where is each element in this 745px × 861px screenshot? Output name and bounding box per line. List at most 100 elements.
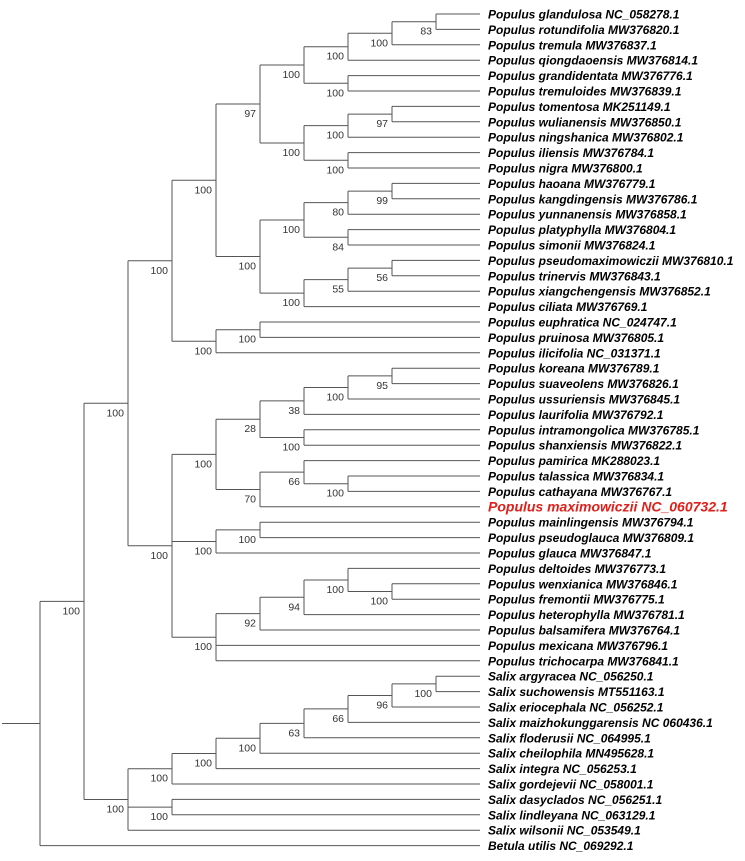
support-value: 100 <box>282 69 300 81</box>
support-value: 100 <box>282 442 300 454</box>
support-values: 83 100 100 100 100 97 100 100 100 97 99 80 84 100 56 55… <box>62 26 432 823</box>
taxon-label-populus-platyphylla-mw376804-1: Populus platyphylla MW376804.1 <box>488 223 676 237</box>
taxon-label-populus-tremuloides-mw376839-1: Populus tremuloides MW376839.1 <box>488 85 682 99</box>
taxon-label-populus-grandidentata-mw376776-1: Populus grandidentata MW376776.1 <box>488 69 693 83</box>
support-value: 100 <box>282 297 300 309</box>
support-value: 84 <box>332 241 344 253</box>
support-value: 100 <box>326 488 344 500</box>
support-value: 100 <box>326 164 344 176</box>
support-value: 97 <box>244 108 256 120</box>
taxon-label-salix-lindleyana-nc-063129-1: Salix lindleyana NC_063129.1 <box>488 808 656 822</box>
taxon-label-populus-pruinosa-mw376805-1: Populus pruinosa MW376805.1 <box>488 331 664 345</box>
support-value: 100 <box>414 688 432 700</box>
taxon-label-salix-dasyclados-nc-056251-1: Salix dasyclados NC_056251.1 <box>488 793 662 807</box>
taxon-label-salix-suchowensis-mt551163-1: Salix suchowensis MT551163.1 <box>488 685 665 699</box>
taxon-label-populus-glauca-mw376847-1: Populus glauca MW376847.1 <box>488 547 652 561</box>
support-value: 92 <box>244 618 256 630</box>
support-value: 100 <box>150 773 168 785</box>
taxon-label-populus-tremula-mw376837-1: Populus tremula MW376837.1 <box>488 38 657 52</box>
taxon-label-populus-cathayana-mw376767-1: Populus cathayana MW376767.1 <box>488 485 672 499</box>
taxon-label-populus-mexicana-mw376796-1: Populus mexicana MW376796.1 <box>488 639 668 653</box>
support-value: 83 <box>420 26 432 38</box>
taxon-label-populus-pamirica-mk288023-1: Populus pamirica MK288023.1 <box>488 454 660 468</box>
support-value: 100 <box>238 534 256 546</box>
taxon-label-salix-floderusii-nc-064995-1: Salix floderusii NC_064995.1 <box>488 731 651 745</box>
tree-branches <box>2 13 480 847</box>
taxon-label-salix-gordejevii-nc-058001-1: Salix gordejevii NC_058001.1 <box>488 778 654 792</box>
support-value: 100 <box>326 51 344 63</box>
support-value: 100 <box>326 584 344 596</box>
taxon-label-salix-argyracea-nc-056250-1: Salix argyracea NC_056250.1 <box>488 670 654 684</box>
support-value: 66 <box>332 713 344 725</box>
taxon-label-populus-shanxiensis-mw376822-1: Populus shanxiensis MW376822.1 <box>488 439 682 453</box>
support-value: 100 <box>370 596 388 608</box>
support-value: 100 <box>194 345 212 357</box>
support-value: 100 <box>194 757 212 769</box>
support-value: 100 <box>194 458 212 470</box>
taxon-label-populus-ningshanica-mw376802-1: Populus ningshanica MW376802.1 <box>488 131 684 145</box>
support-value: 100 <box>370 37 388 49</box>
taxon-label-populus-nigra-mw376800-1: Populus nigra MW376800.1 <box>488 162 643 176</box>
taxon-label-betula-utilis-nc-069292-1: Betula utilis NC_069292.1 <box>488 839 634 853</box>
taxon-label-populus-yunnanensis-mw376858-1: Populus yunnanensis MW376858.1 <box>488 208 687 222</box>
taxon-label-populus-trichocarpa-mw376841-1: Populus trichocarpa MW376841.1 <box>488 654 679 668</box>
support-value: 100 <box>282 224 300 236</box>
taxon-label-populus-fremontii-mw376775-1: Populus fremontii MW376775.1 <box>488 593 665 607</box>
taxon-label-populus-tomentosa-mk251149-1: Populus tomentosa MK251149.1 <box>488 100 671 114</box>
support-value: 70 <box>244 493 256 505</box>
support-value: 28 <box>244 423 256 435</box>
support-value: 100 <box>150 550 168 562</box>
support-value: 100 <box>106 407 124 419</box>
support-value: 55 <box>332 284 344 296</box>
taxon-label-salix-maizhokunggarensis-nc-060436-1: Salix maizhokunggarensis NC 060436.1 <box>488 716 713 730</box>
support-value: 63 <box>288 727 300 739</box>
taxon-label-populus-pseudoglauca-mw376809-1: Populus pseudoglauca MW376809.1 <box>488 531 694 545</box>
taxon-label-populus-talassica-mw376834-1: Populus talassica MW376834.1 <box>488 470 664 484</box>
support-value: 100 <box>326 130 344 142</box>
taxon-label-salix-wilsonii-nc-053549-1: Salix wilsonii NC_053549.1 <box>488 824 641 838</box>
taxon-label-populus-kangdingensis-mw376786-1: Populus kangdingensis MW376786.1 <box>488 192 698 206</box>
support-value: 96 <box>376 699 388 711</box>
taxon-label-populus-trinervis-mw376843-1: Populus trinervis MW376843.1 <box>488 269 661 283</box>
taxon-label-populus-simonii-mw376824-1: Populus simonii MW376824.1 <box>488 239 656 253</box>
taxon-label-salix-integra-nc-056253-1: Salix integra NC_056253.1 <box>488 762 637 776</box>
support-value: 100 <box>238 261 256 273</box>
taxon-label-populus-xiangchengensis-mw376852-1: Populus xiangchengensis MW376852.1 <box>488 285 711 299</box>
support-value: 100 <box>106 803 124 815</box>
support-value: 100 <box>326 391 344 403</box>
support-value: 80 <box>332 207 344 219</box>
support-value: 97 <box>376 118 388 130</box>
support-value: 100 <box>194 545 212 557</box>
taxon-label-populus-ciliata-mw376769-1: Populus ciliata MW376769.1 <box>488 300 648 314</box>
support-value: 100 <box>326 87 344 99</box>
taxon-label-populus-ilicifolia-nc-031371-1: Populus ilicifolia NC_031371.1 <box>488 346 661 360</box>
taxon-label-populus-koreana-mw376789-1: Populus koreana MW376789.1 <box>488 362 660 376</box>
taxon-label-populus-haoana-mw376779-1: Populus haoana MW376779.1 <box>488 177 656 191</box>
taxon-label-populus-intramongolica-mw376785-1: Populus intramongolica MW376785.1 <box>488 423 700 437</box>
taxon-label-populus-balsamifera-mw376764-1: Populus balsamifera MW376764.1 <box>488 624 680 638</box>
support-value: 100 <box>238 742 256 754</box>
taxon-label-populus-mainlingensis-mw376794-1: Populus mainlingensis MW376794.1 <box>488 516 694 530</box>
taxon-label-populus-suaveolens-mw376826-1: Populus suaveolens MW376826.1 <box>488 377 679 391</box>
support-value: 95 <box>376 380 388 392</box>
taxon-label-populus-deltoides-mw376773-1: Populus deltoides MW376773.1 <box>488 562 666 576</box>
support-value: 56 <box>376 272 388 284</box>
taxon-label-salix-cheilophila-mn495628-1: Salix cheilophila MN495628.1 <box>488 747 654 761</box>
support-value: 100 <box>62 605 80 617</box>
support-value: 100 <box>150 265 168 277</box>
support-value: 99 <box>376 195 388 207</box>
taxon-label-salix-eriocephala-nc-056252-1: Salix eriocephala NC_056252.1 <box>488 701 664 715</box>
taxon-label-populus-ussuriensis-mw376845-1: Populus ussuriensis MW376845.1 <box>488 393 680 407</box>
taxon-label-populus-iliensis-mw376784-1: Populus iliensis MW376784.1 <box>488 146 654 160</box>
taxon-label-populus-euphratica-nc-024747-1: Populus euphratica NC_024747.1 <box>488 316 677 330</box>
taxon-label-populus-laurifolia-mw376792-1: Populus laurifolia MW376792.1 <box>488 408 664 422</box>
taxon-label-populus-rotundifolia-mw376820-1: Populus rotundifolia MW376820.1 <box>488 23 680 37</box>
taxon-label-populus-pseudomaximowiczii-mw376810-1: Populus pseudomaximowiczii MW376810.1 <box>488 254 734 268</box>
taxon-label-populus-wulianensis-mw376850-1: Populus wulianensis MW376850.1 <box>488 115 682 129</box>
taxon-label-populus-qiongdaoensis-mw376814-1: Populus qiongdaoensis MW376814.1 <box>488 54 698 68</box>
taxon-label-populus-wenxianica-mw376846-1: Populus wenxianica MW376846.1 <box>488 577 678 591</box>
support-value: 94 <box>288 601 300 613</box>
support-value: 100 <box>194 184 212 196</box>
